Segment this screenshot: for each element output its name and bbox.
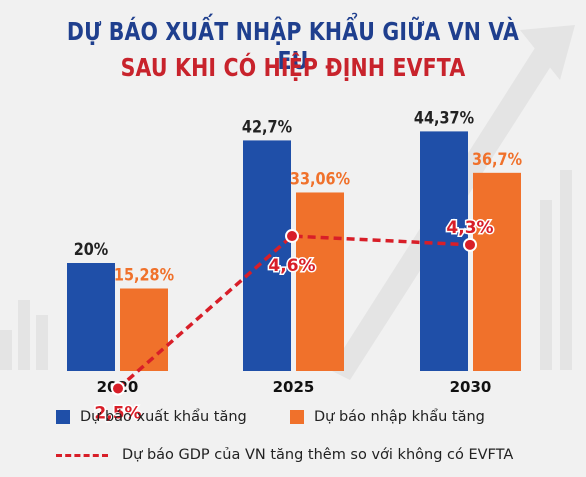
gdp-value-label-2025: 4,6% bbox=[268, 256, 315, 276]
gdp-point-2020 bbox=[111, 381, 125, 396]
gdp-point-2030 bbox=[463, 237, 477, 252]
bar-value-label-export-2020: 20% bbox=[74, 239, 109, 259]
title-line-1: DỰ BÁO XUẤT NHẬP KHẨU GIỮA VN VÀ EU bbox=[66, 17, 520, 75]
bar-value-label-export-2030: 44,37% bbox=[414, 107, 474, 127]
x-tick-label-2025: 2025 bbox=[273, 378, 315, 396]
bar-value-label-import-2025: 33,06% bbox=[290, 168, 350, 188]
bar-import-2030 bbox=[473, 172, 521, 371]
legend-label-export: Dự báo xuất khẩu tăng bbox=[80, 409, 247, 425]
gdp-value-label-2020: 2,5% bbox=[94, 404, 141, 424]
bar-value-label-import-2030: 36,7% bbox=[472, 149, 522, 169]
legend-item-import: Dự báo nhập khẩu tăng bbox=[290, 406, 485, 428]
legend-label-import: Dự báo nhập khẩu tăng bbox=[314, 409, 485, 425]
bar-value-label-export-2025: 42,7% bbox=[242, 116, 292, 136]
bar-value-label-import-2020: 15,28% bbox=[114, 264, 174, 284]
legend-item-gdp: Dự báo GDP của VN tăng thêm so với không… bbox=[56, 444, 513, 466]
legend-swatch-export bbox=[56, 410, 70, 424]
bar-export-2020 bbox=[67, 263, 115, 371]
bar-import-2025 bbox=[296, 192, 344, 371]
gdp-value-label-2030: 4,3% bbox=[446, 218, 493, 238]
bar-export-2030 bbox=[420, 131, 468, 371]
gdp-point-2025 bbox=[285, 229, 299, 244]
x-tick-label-2030: 2030 bbox=[450, 378, 492, 396]
legend-label-gdp: Dự báo GDP của VN tăng thêm so với không… bbox=[122, 447, 514, 463]
bar-import-2020 bbox=[120, 288, 168, 371]
legend-item-export: Dự báo xuất khẩu tăng bbox=[56, 406, 247, 428]
legend-dash-gdp bbox=[56, 453, 108, 457]
title-line-2: SAU KHI CÓ HIỆP ĐỊNH EVFTA bbox=[120, 53, 466, 82]
legend-swatch-import bbox=[290, 410, 304, 424]
